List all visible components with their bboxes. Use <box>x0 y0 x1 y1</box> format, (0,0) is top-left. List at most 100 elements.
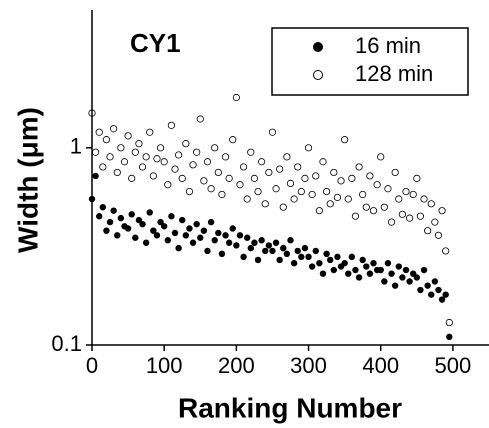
data-point <box>207 185 215 193</box>
data-point <box>442 291 449 298</box>
data-point <box>398 210 406 218</box>
data-point <box>330 168 338 177</box>
x-tick-label: 400 <box>362 353 399 378</box>
data-point <box>239 163 248 171</box>
data-point <box>95 128 103 136</box>
data-point <box>417 286 424 294</box>
data-point <box>377 153 385 161</box>
data-point <box>427 200 435 208</box>
data-point <box>312 247 319 255</box>
y-axis-label: Width (μm) <box>12 107 43 253</box>
data-point <box>279 203 287 211</box>
legend-box <box>271 27 469 96</box>
data-point <box>171 165 179 173</box>
data-point <box>319 158 327 166</box>
data-point <box>92 148 100 156</box>
data-point <box>99 163 107 171</box>
data-point <box>106 218 114 226</box>
data-point <box>254 256 262 264</box>
data-point <box>304 144 313 152</box>
data-point <box>156 144 165 152</box>
data-point <box>240 253 247 261</box>
data-point <box>326 200 334 208</box>
data-point <box>175 244 182 252</box>
data-point <box>438 296 446 303</box>
data-point <box>355 163 363 171</box>
data-point <box>276 256 283 264</box>
data-point <box>395 195 403 203</box>
data-point <box>308 190 316 199</box>
data-point <box>215 229 222 237</box>
data-point <box>283 153 291 161</box>
data-point <box>114 232 121 239</box>
data-point <box>413 174 421 182</box>
data-point <box>286 179 295 188</box>
data-point <box>434 231 443 239</box>
data-point <box>290 259 298 267</box>
data-point <box>236 232 244 239</box>
legend-label: 128 min <box>355 61 433 86</box>
data-point <box>132 234 139 241</box>
data-point <box>337 177 345 185</box>
data-point <box>334 253 341 261</box>
data-point <box>204 247 211 255</box>
data-point <box>420 266 428 274</box>
data-point <box>110 125 118 133</box>
data-point <box>168 213 175 220</box>
data-point <box>128 174 136 182</box>
data-point <box>438 207 446 215</box>
data-point <box>297 187 305 196</box>
data-point <box>409 190 417 199</box>
data-point <box>420 195 428 203</box>
data-point <box>362 203 370 211</box>
data-point <box>298 253 305 261</box>
data-point <box>150 227 157 234</box>
data-point <box>355 274 363 281</box>
data-point <box>106 153 114 161</box>
data-point <box>149 172 157 180</box>
data-point <box>167 121 175 129</box>
data-point <box>359 190 367 199</box>
data-point <box>221 153 230 161</box>
data-point <box>153 155 161 163</box>
data-point <box>197 234 204 241</box>
data-point <box>160 158 168 166</box>
data-point <box>301 174 309 182</box>
data-point <box>294 247 301 255</box>
data-point <box>110 207 117 214</box>
data-point <box>182 140 190 148</box>
data-point <box>236 181 244 189</box>
data-point <box>225 239 233 246</box>
x-tick-label: 500 <box>435 353 472 378</box>
data-point <box>261 200 269 208</box>
data-point <box>381 278 388 285</box>
data-point <box>207 218 215 226</box>
y-tick-label: 0.1 <box>51 331 82 356</box>
data-point <box>363 263 370 270</box>
data-point <box>391 282 399 289</box>
data-point <box>359 256 366 264</box>
data-point <box>265 168 273 177</box>
data-point <box>103 227 110 234</box>
data-point <box>88 109 96 117</box>
data-point <box>380 203 388 211</box>
data-point <box>384 185 392 193</box>
data-point <box>388 270 395 277</box>
data-point <box>431 278 439 285</box>
data-point <box>92 172 99 180</box>
data-point <box>312 172 320 180</box>
data-point <box>146 128 154 136</box>
data-point <box>315 207 323 215</box>
data-point <box>124 132 132 140</box>
data-point <box>341 259 348 267</box>
data-point <box>164 181 172 189</box>
data-point <box>290 195 298 203</box>
data-point <box>96 213 103 220</box>
data-point <box>445 318 453 327</box>
data-point <box>203 158 212 166</box>
data-point <box>308 263 316 270</box>
data-point <box>280 244 287 252</box>
data-point <box>348 253 356 261</box>
data-point <box>272 185 280 193</box>
